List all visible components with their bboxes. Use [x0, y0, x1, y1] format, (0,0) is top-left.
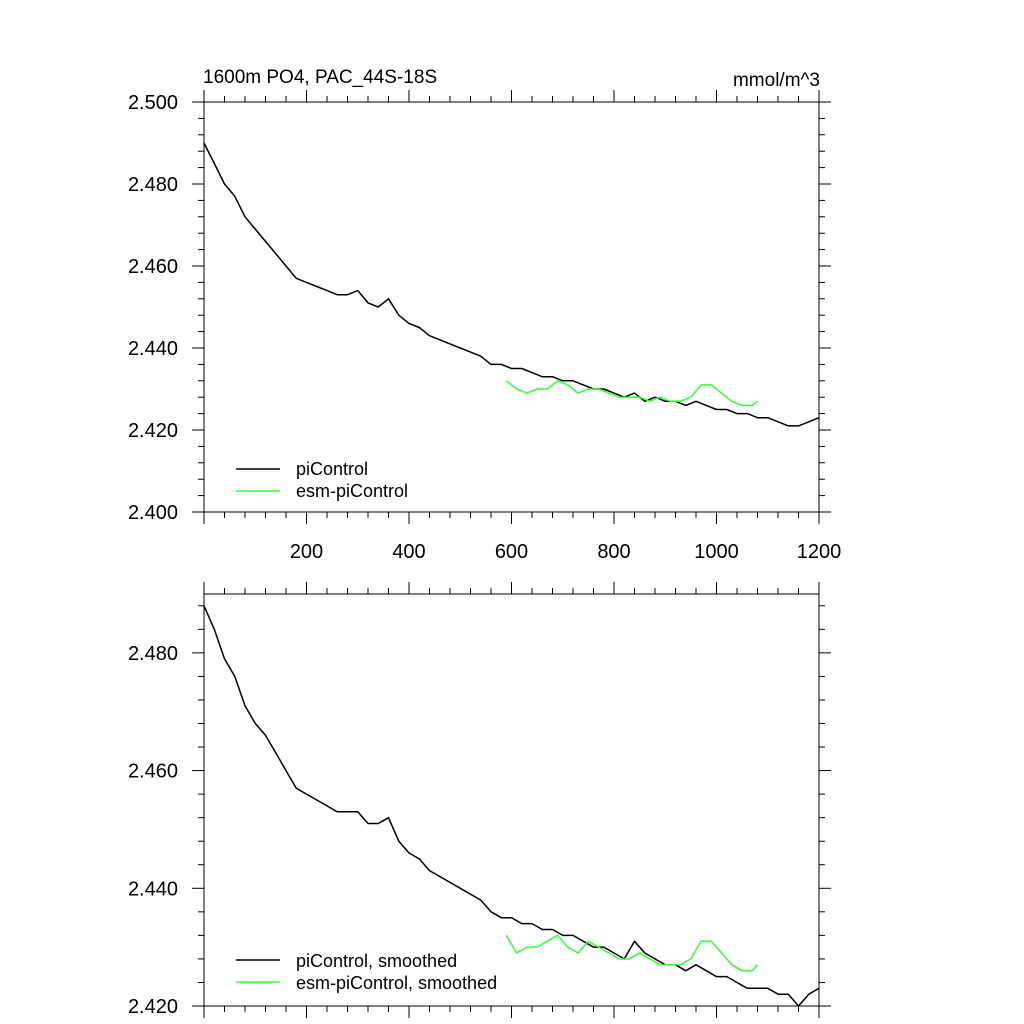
units-label: mmol/m^3 — [733, 70, 820, 91]
x-tick-label: 600 — [495, 541, 528, 563]
y-tick-label-smoothed: 2.420 — [128, 996, 178, 1018]
x-axis-ticks-smoothed — [203, 582, 820, 1018]
x-tick-label: 1000 — [694, 541, 739, 563]
plot-frame — [203, 101, 820, 513]
chart-title: 1600m PO4, PAC_44S-18S — [203, 67, 437, 88]
bottom-chart-panel: 2.420 2.440 2.460 2.480 piControl, smoothed… — [128, 582, 831, 1018]
x-tick-label: 400 — [392, 541, 425, 563]
legend-smoothed: piControl, smoothed esm-piControl, smoot… — [236, 951, 497, 993]
x-axis-ticks: 200 400 600 800 1000 1200 — [203, 90, 842, 563]
legend-label-picontrol: piControl — [296, 459, 368, 479]
legend: piControl esm-piControl — [236, 459, 408, 501]
y-tick-label-smoothed: 2.440 — [128, 878, 178, 900]
legend-label-esm-picontrol-smoothed: esm-piControl, smoothed — [296, 973, 497, 993]
y-axis-ticks-smoothed: 2.420 2.440 2.460 2.480 — [128, 605, 831, 1018]
series-line-esm-picontrol — [505, 380, 758, 407]
legend-label-esm-picontrol: esm-piControl — [296, 481, 408, 501]
legend-label-picontrol-smoothed: piControl, smoothed — [296, 951, 457, 971]
series-lines-smoothed — [203, 605, 820, 1007]
series-lines — [203, 142, 820, 427]
series-line-esm-picontrol-smoothed — [505, 934, 759, 972]
x-tick-label: 1200 — [797, 541, 842, 563]
y-tick-label: 2.460 — [128, 256, 178, 278]
y-tick-label: 2.420 — [128, 420, 178, 442]
y-tick-label: 2.440 — [128, 338, 178, 360]
y-tick-label: 2.480 — [128, 174, 178, 196]
series-line-picontrol-smoothed — [203, 605, 820, 1007]
x-tick-label: 200 — [290, 541, 323, 563]
y-axis-ticks: 2.400 2.420 2.440 2.460 2.480 2.500 — [128, 92, 831, 524]
y-tick-label-smoothed: 2.480 — [128, 643, 178, 665]
x-tick-label: 800 — [597, 541, 630, 563]
top-chart-panel: 1600m PO4, PAC_44S-18S mmol/m^3 2.4002.4… — [128, 67, 841, 563]
y-tick-label-smoothed: 2.460 — [128, 761, 178, 783]
y-tick-label: 2.400 — [128, 502, 178, 524]
y-tick-label: 2.500 — [128, 92, 178, 114]
series-line-picontrol — [203, 142, 820, 427]
